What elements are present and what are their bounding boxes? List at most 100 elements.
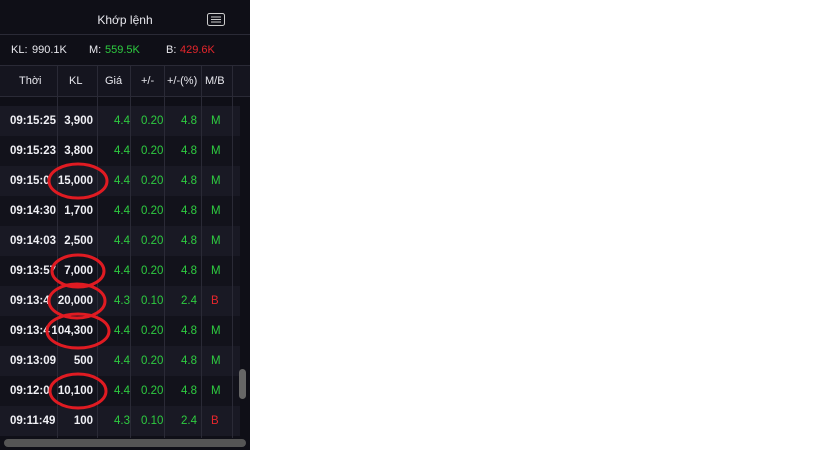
- separator: [130, 66, 131, 438]
- separator: [97, 66, 98, 438]
- change-pct: 4.8: [181, 385, 197, 397]
- time: 09:13:4: [10, 295, 50, 307]
- column-title: Thời: [19, 75, 42, 87]
- volume: 500: [73, 355, 93, 367]
- side: M: [211, 265, 221, 277]
- price: 4.4: [114, 115, 130, 127]
- change-pct: 4.8: [181, 355, 197, 367]
- change-pct: 4.8: [181, 265, 197, 277]
- trade-row: 09:14:30 1,700 4.4 0.20 4.8 M: [0, 196, 240, 227]
- trade-row: 09:15:25 3,900 4.4 0.20 4.8 M: [0, 106, 240, 137]
- change-pct: 4.8: [181, 115, 197, 127]
- trade-row: 09:12:0 10,100 4.4 0.20 4.8 M: [0, 376, 240, 407]
- stat-value: 559.5K: [105, 44, 140, 56]
- column-title: +/-: [141, 75, 155, 87]
- stat-label: B:: [166, 44, 177, 56]
- side: M: [211, 355, 221, 367]
- volume: 20,000: [57, 295, 93, 307]
- separator: [57, 66, 58, 438]
- time: 09:13:4: [10, 325, 50, 337]
- side: M: [211, 115, 221, 127]
- change-pct: 2.4: [181, 415, 197, 427]
- time: 09:13:57: [10, 265, 57, 277]
- time: 09:11:49: [10, 415, 56, 427]
- side: M: [211, 175, 221, 187]
- side: M: [211, 385, 221, 397]
- panel-title: Khớp lệnh: [97, 13, 153, 27]
- price: 4.3: [114, 295, 130, 307]
- time: 09:15:23: [10, 145, 57, 157]
- column-title: +/-(%): [167, 75, 198, 87]
- price: 4.4: [114, 235, 130, 247]
- trade-row: 09:13:09 500 4.4 0.20 4.8 M: [0, 346, 240, 377]
- price: 4.4: [114, 325, 130, 337]
- time: 09:15:0: [10, 175, 50, 187]
- price: 4.4: [114, 175, 130, 187]
- side: B: [211, 295, 219, 307]
- change-pct: 2.4: [181, 295, 197, 307]
- scrollbar-thumb[interactable]: [239, 369, 246, 399]
- column-title: KL: [69, 75, 83, 87]
- change: 0.20: [141, 355, 164, 367]
- trade-row: 09:15:0 15,000 4.4 0.20 4.8 M: [0, 166, 240, 197]
- change-pct: 4.8: [181, 175, 197, 187]
- side: M: [211, 235, 221, 247]
- stat-label: KL:: [11, 44, 28, 56]
- trade-row: 09:13:4 20,000 4.3 0.10 2.4 B: [0, 286, 240, 317]
- change-pct: 4.8: [181, 235, 197, 247]
- side: M: [211, 325, 221, 337]
- column-title: M/B: [205, 75, 225, 87]
- h-scrollbar[interactable]: [4, 439, 246, 447]
- time: 09:15:25: [10, 115, 57, 127]
- side: M: [211, 145, 221, 157]
- trade-row: 09:11:49 100 4.3 0.10 2.4 B: [0, 406, 240, 436]
- change: 0.20: [141, 205, 164, 217]
- price: 4.4: [114, 355, 130, 367]
- change: 0.10: [141, 415, 164, 427]
- trade-row: 09:14:03 2,500 4.4 0.20 4.8 M: [0, 226, 240, 257]
- price: 4.3: [114, 415, 130, 427]
- column-title: Giá: [105, 75, 123, 87]
- stats-bar: KL: 990.1K M: 559.5K B: 429.6K: [0, 35, 250, 66]
- change: 0.20: [141, 265, 164, 277]
- volume: 1,700: [64, 205, 93, 217]
- change-pct: 4.8: [181, 205, 197, 217]
- time: 09:13:09: [10, 355, 57, 367]
- volume: 10,100: [57, 385, 93, 397]
- stat-value: 990.1K: [32, 44, 67, 56]
- volume: 7,000: [64, 265, 93, 277]
- price: 4.4: [114, 385, 130, 397]
- change: 0.20: [141, 145, 164, 157]
- separator: [164, 66, 165, 438]
- price: 4.4: [114, 145, 130, 157]
- menu-icon[interactable]: [207, 13, 225, 26]
- time: 09:14:03: [10, 235, 57, 247]
- side: B: [211, 415, 219, 427]
- change: 0.20: [141, 115, 164, 127]
- separator: [232, 66, 233, 438]
- stat-value: 429.6K: [180, 44, 215, 56]
- annotations: [45, 162, 111, 410]
- trade-row: 09:15:23 3,800 4.4 0.20 4.8 M: [0, 136, 240, 167]
- change-pct: 4.8: [181, 325, 197, 337]
- time: 09:12:0: [10, 385, 50, 397]
- change: 0.10: [141, 295, 164, 307]
- change: 0.20: [141, 325, 164, 337]
- price: 4.4: [114, 205, 130, 217]
- trade-panel: Khớp lệnh KL: 990.1K M: 559.5K B: 429.6K…: [0, 0, 250, 450]
- panel-header: Khớp lệnh: [0, 6, 250, 35]
- change-pct: 4.8: [181, 145, 197, 157]
- column-header: Thời KL Giá +/- +/-(%) M/B: [0, 66, 250, 97]
- price: 4.4: [114, 265, 130, 277]
- change: 0.20: [141, 235, 164, 247]
- time: 09:14:30: [10, 205, 57, 217]
- volume: 2,500: [64, 235, 93, 247]
- volume: 100: [73, 415, 93, 427]
- volume: 3,800: [64, 145, 93, 157]
- change: 0.20: [141, 175, 164, 187]
- rows: 09:15:25 3,900 4.4 0.20 4.8 M 09:15:23 3,800 4.4…: [0, 96, 240, 436]
- side: M: [211, 205, 221, 217]
- change: 0.20: [141, 385, 164, 397]
- volume: 104,300: [51, 325, 93, 337]
